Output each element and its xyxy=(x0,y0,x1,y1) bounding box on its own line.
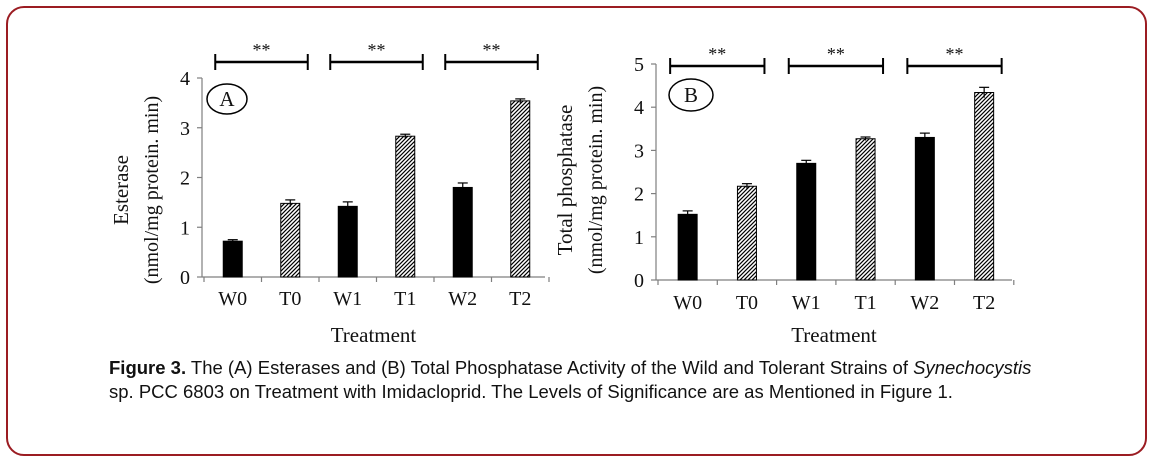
bar-t1 xyxy=(395,135,416,278)
significance-label: ** xyxy=(827,44,845,64)
panel-label: A xyxy=(219,87,235,111)
significance-label: ** xyxy=(946,44,964,64)
y-tick-label: 0 xyxy=(180,267,190,289)
x-tick-label-t1: T1 xyxy=(854,292,876,314)
x-tick-label-w2: W2 xyxy=(910,292,939,314)
x-tick-label-t2: T2 xyxy=(509,288,531,310)
y-tick-label: 1 xyxy=(180,217,190,239)
y-tick-label: 2 xyxy=(180,168,190,190)
bar-w0 xyxy=(222,240,243,278)
x-axis-title: Treatment xyxy=(331,323,417,347)
bar-t2 xyxy=(974,92,995,281)
caption-text-1: The (A) Esterases and (B) Total Phosphat… xyxy=(186,357,914,378)
y-tick-label: 4 xyxy=(180,68,190,90)
y-axis-title-line2: (nmol/mg protein. min) xyxy=(585,86,607,274)
figure-caption: Figure 3. The (A) Esterases and (B) Tota… xyxy=(109,356,1049,404)
y-axis-title-line2: (nmol/mg protein. min) xyxy=(141,96,163,284)
panel-label: B xyxy=(684,83,698,107)
significance-label: ** xyxy=(368,40,386,60)
panel-label-circle xyxy=(206,83,248,115)
caption-species: Synechocystis xyxy=(913,357,1032,378)
bar-t2 xyxy=(510,100,531,278)
y-tick-label: 5 xyxy=(634,54,644,76)
y-axis-title-line1: Total phosphatase xyxy=(553,105,577,256)
x-tick-label-w2: W2 xyxy=(448,288,477,310)
significance-label: ** xyxy=(483,40,501,60)
x-tick-label-t1: T1 xyxy=(394,288,416,310)
bar-w1 xyxy=(796,162,817,281)
chart-total-phosphatase: 0 1 2 3 4 5 W0 T0 W1 T1 W2 T2 ** ** ** B Total phosphata… xyxy=(553,44,1015,347)
bar-t1 xyxy=(855,138,876,281)
y-axis-title-line1: Esterase xyxy=(109,155,133,225)
significance-label: ** xyxy=(253,40,271,60)
y-tick-label: 3 xyxy=(180,118,190,140)
x-tick-label-w1: W1 xyxy=(792,292,821,314)
figure-frame xyxy=(6,6,1147,456)
y-tick-label: 4 xyxy=(634,97,644,119)
chart-esterase: 0 1 2 3 4 W0 T0 W1 T1 W2 T2 ** ** ** A Esterase (nmol/mg… xyxy=(109,40,550,347)
bar-t0 xyxy=(280,202,301,278)
x-axis-title: Treatment xyxy=(791,323,877,347)
x-tick-label-w1: W1 xyxy=(333,288,362,310)
y-tick-label: 3 xyxy=(634,140,644,162)
bar-t0 xyxy=(736,185,757,281)
x-tick-label-w0: W0 xyxy=(673,292,702,314)
significance-label: ** xyxy=(708,44,726,64)
x-tick-label-t0: T0 xyxy=(736,292,758,314)
bar-w2 xyxy=(914,136,935,281)
bar-w2 xyxy=(452,186,473,278)
bar-w0 xyxy=(677,213,698,281)
caption-text-2: sp. PCC 6803 on Treatment with Imidaclop… xyxy=(109,381,953,402)
y-tick-label: 1 xyxy=(634,227,644,249)
bar-w1 xyxy=(337,205,358,278)
y-tick-label: 2 xyxy=(634,184,644,206)
x-tick-label-t0: T0 xyxy=(279,288,301,310)
panel-label-circle xyxy=(668,78,714,112)
caption-label: Figure 3. xyxy=(109,357,187,378)
x-tick-label-w0: W0 xyxy=(218,288,247,310)
y-tick-label: 0 xyxy=(634,270,644,292)
x-tick-label-t2: T2 xyxy=(973,292,995,314)
